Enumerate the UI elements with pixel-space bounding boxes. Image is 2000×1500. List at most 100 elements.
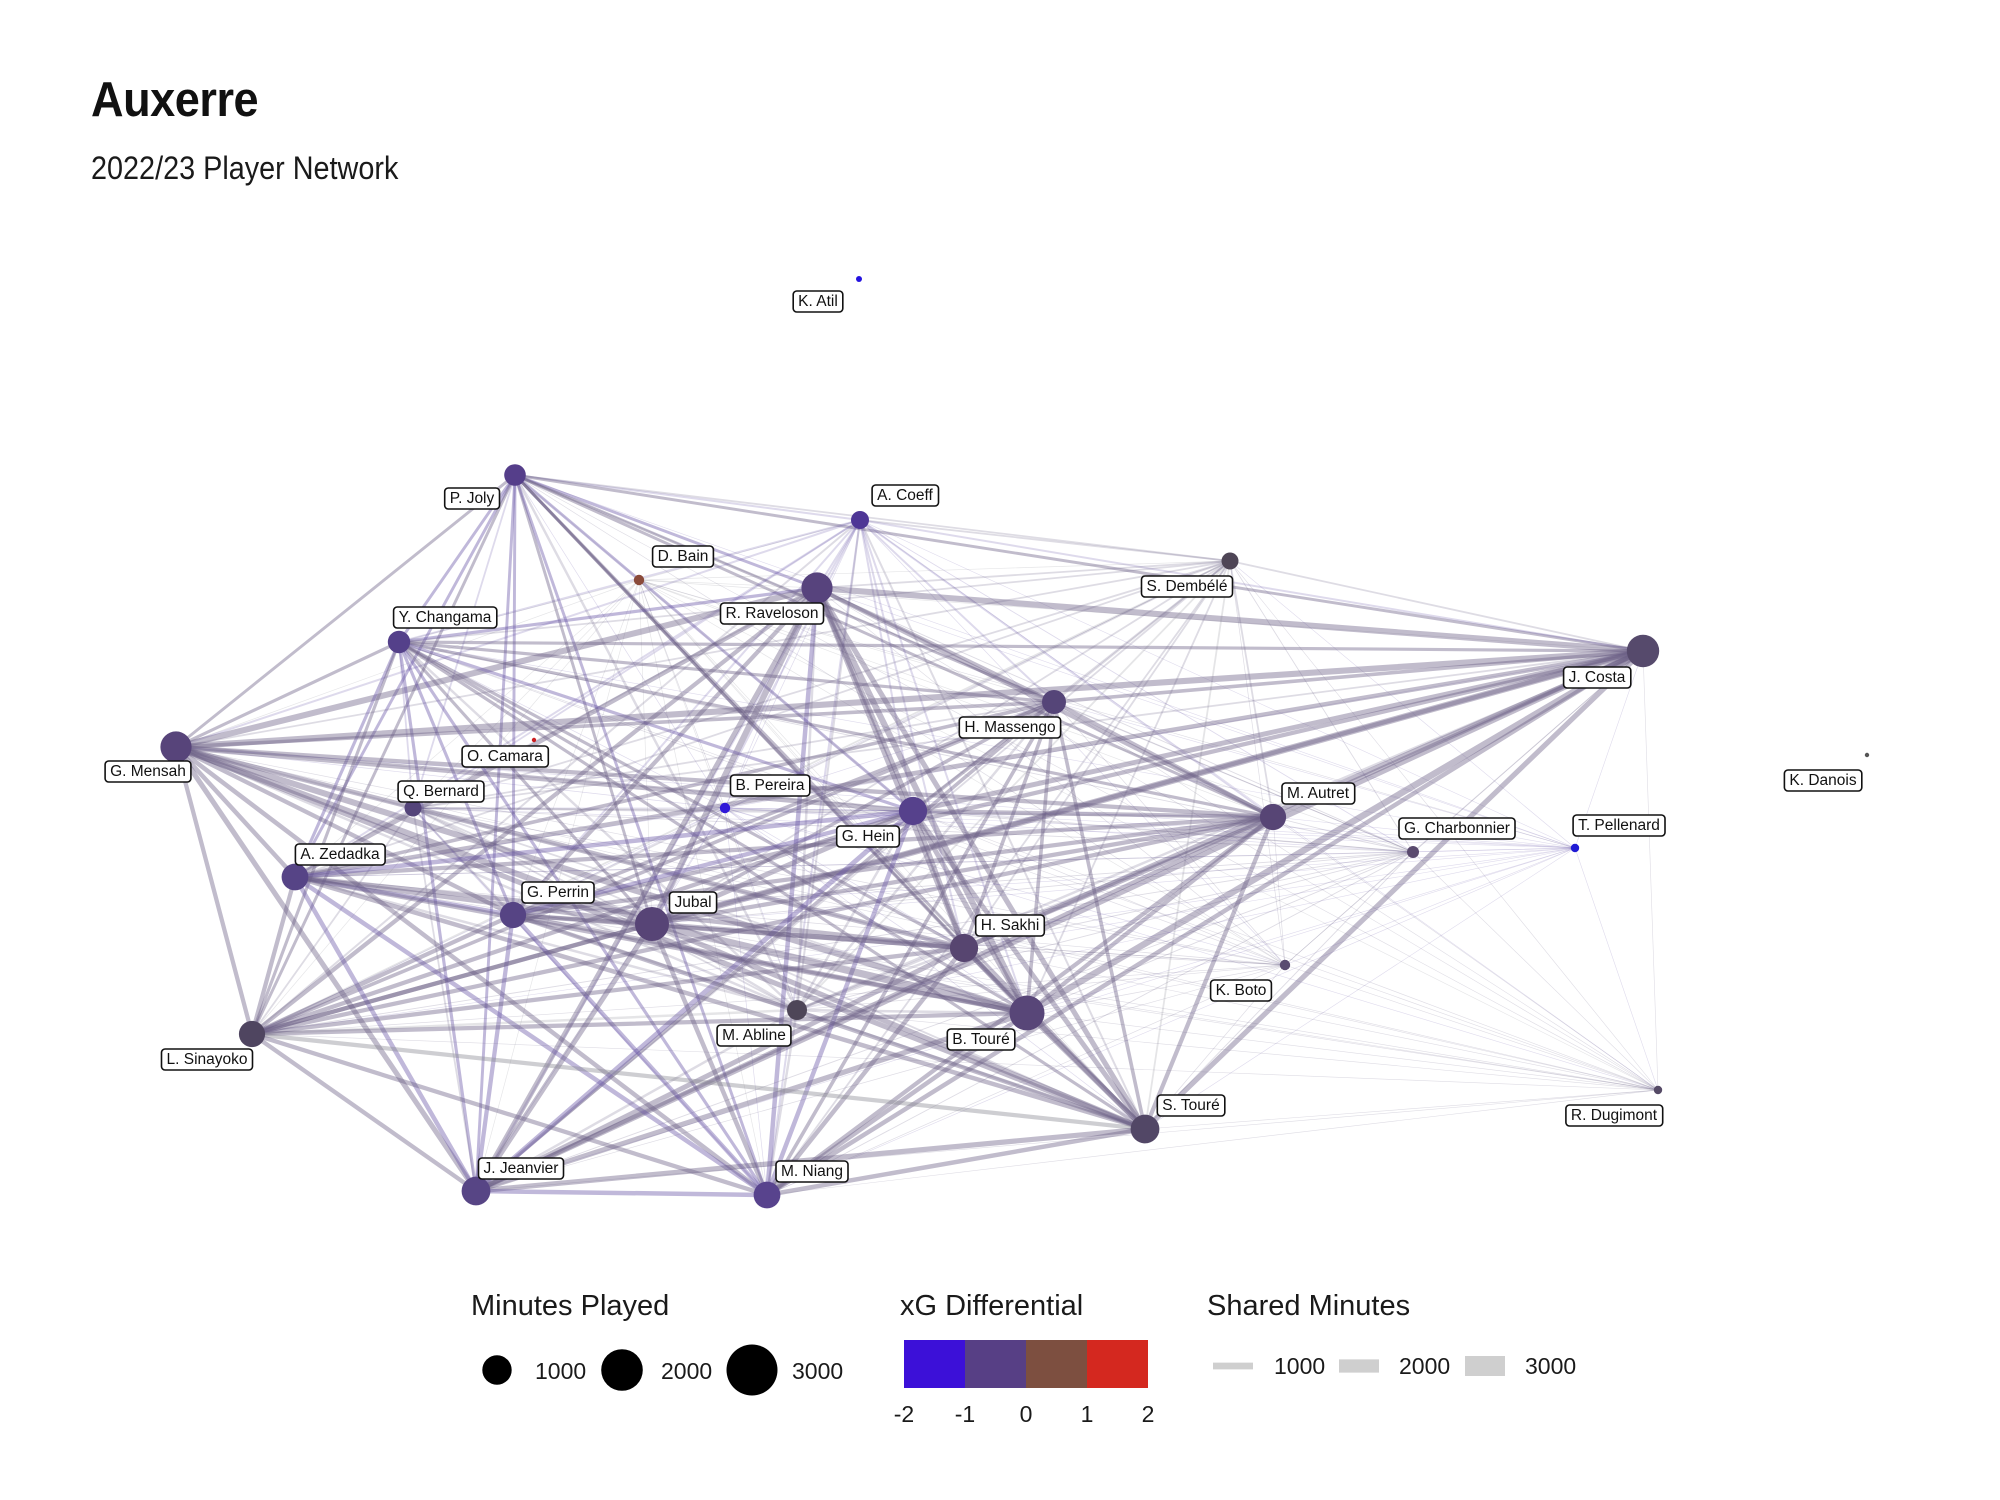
legend-minutes-dot-2000	[601, 1349, 643, 1391]
label-text-h-massengo: H. Massengo	[964, 719, 1055, 736]
edge-a-coeff-s-toure	[858, 518, 1147, 1131]
edge-m-autret-m-abline	[795, 815, 1275, 1012]
edge-g-hein-r-dugimont	[912, 810, 1659, 1091]
edge-a-coeff-a-zedadka	[293, 518, 862, 879]
edge-l-sinayoko-j-jeanvier	[249, 1031, 479, 1194]
edge-s-dembele-g-charbonnier	[1229, 560, 1414, 853]
node-y-changama	[387, 630, 411, 654]
edge-m-abline-s-toure	[795, 1008, 1147, 1131]
edge-h-sakhi-m-abline	[795, 946, 966, 1012]
edge-m-autret-jubal	[649, 814, 1276, 927]
edge-p-joly-l-sinayoko	[250, 473, 517, 1036]
edge-p-joly-b-toure	[513, 473, 1029, 1015]
edge-g-perrin-h-sakhi	[510, 912, 967, 951]
label-g-charbonnier: G. Charbonnier	[1398, 817, 1516, 840]
legend-xg-tick-2: 0	[1020, 1401, 1033, 1427]
edge-b-pereira-r-dugimont	[724, 807, 1659, 1091]
edge-j-jeanvier-m-niang	[473, 1188, 770, 1198]
edge-h-massengo-s-toure	[1052, 700, 1147, 1131]
edge-jubal-j-jeanvier	[473, 921, 655, 1194]
edge-g-hein-m-niang	[764, 808, 916, 1198]
edge-k-boto-m-abline	[796, 964, 1286, 1011]
edge-j-costa-b-pereira	[724, 650, 1644, 809]
edge-g-mensah-j-jeanvier	[173, 744, 479, 1194]
edge-j-costa-k-boto	[1284, 650, 1644, 966]
edge-r-raveloson-r-dugimont	[816, 587, 1659, 1091]
edge-g-mensah-g-charbonnier	[175, 746, 1414, 853]
edge-g-mensah-g-hein	[173, 744, 916, 814]
label-s-dembele: S. Dembélé	[1140, 575, 1234, 598]
edge-a-zedadka-h-sakhi	[292, 874, 967, 951]
node-k-danois	[1864, 752, 1870, 758]
edge-y-changama-h-massengo	[397, 640, 1056, 704]
edge-h-sakhi-k-boto	[963, 947, 1286, 966]
edge-g-hein-t-pellenard	[912, 810, 1576, 849]
label-text-k-danois: K. Danois	[1789, 772, 1856, 789]
edge-a-coeff-h-massengo	[858, 518, 1056, 704]
legend-xg-title: xG Differential	[900, 1290, 1083, 1322]
edge-t-pellenard-r-dugimont	[1574, 847, 1659, 1091]
edge-s-dembele-m-abline	[796, 560, 1231, 1011]
edge-jubal-h-sakhi	[649, 921, 967, 951]
edge-l-sinayoko-s-toure	[249, 1031, 1148, 1132]
edge-g-mensah-b-toure	[172, 743, 1031, 1017]
edge-t-pellenard-m-abline	[796, 847, 1576, 1011]
edge-p-joly-g-charbonnier	[514, 474, 1414, 853]
edge-q-bernard-r-dugimont	[412, 807, 1659, 1091]
label-d-bain: D. Bain	[651, 545, 715, 568]
edge-s-dembele-b-toure	[1026, 560, 1231, 1014]
edge-p-joly-h-sakhi	[513, 473, 966, 950]
edge-g-perrin-m-abline	[511, 913, 799, 1012]
chart-subtitle: 2022/23 Player Network	[91, 150, 399, 186]
edge-g-mensah-t-pellenard	[175, 746, 1576, 849]
edge-g-charbonnier-s-toure	[1144, 851, 1414, 1130]
edge-p-joly-t-pellenard	[514, 474, 1576, 849]
node-m-autret	[1259, 803, 1287, 831]
edge-j-costa-m-niang	[764, 648, 1646, 1198]
edge-h-massengo-k-boto	[1053, 701, 1286, 966]
node-d-bain	[633, 574, 645, 586]
label-r-raveloson: R. Raveloson	[719, 602, 825, 625]
label-y-changama: Y. Changama	[392, 606, 498, 629]
edge-j-costa-s-toure	[1142, 648, 1646, 1132]
label-text-y-changama: Y. Changama	[399, 609, 492, 626]
legend-shared-minutes: Shared Minutes 1000 2000 3000	[1207, 1290, 1576, 1379]
edge-d-bain-m-abline	[638, 579, 798, 1011]
label-text-b-pereira: B. Pereira	[736, 777, 805, 794]
edge-g-perrin-l-sinayoko	[249, 912, 516, 1037]
label-k-atil: K. Atil	[792, 290, 844, 313]
label-m-autret: M. Autret	[1281, 782, 1356, 805]
edge-b-toure-s-toure	[1024, 1010, 1148, 1132]
edge-q-bernard-m-abline	[412, 807, 798, 1011]
edge-g-hein-h-sakhi	[910, 808, 967, 951]
label-q-bernard: Q. Bernard	[397, 780, 485, 803]
legend-minutes-played: Minutes Played 1000 2000 3000	[471, 1290, 843, 1396]
node-b-toure	[1009, 995, 1045, 1031]
edge-h-massengo-l-sinayoko	[250, 700, 1056, 1036]
edge-r-raveloson-y-changama	[397, 586, 819, 644]
edge-r-raveloson-s-dembele	[816, 560, 1231, 589]
edge-h-massengo-g-charbonnier	[1053, 701, 1414, 853]
label-text-s-toure: S. Touré	[1162, 1097, 1219, 1114]
edge-y-changama-h-sakhi	[397, 640, 966, 950]
edge-y-changama-g-hein	[397, 640, 915, 813]
edge-b-toure-l-sinayoko	[249, 1010, 1030, 1037]
edge-y-changama-b-toure	[397, 640, 1029, 1015]
legend-minutes-title: Minutes Played	[471, 1290, 669, 1322]
edge-b-pereira-l-sinayoko	[251, 807, 726, 1035]
edge-l-sinayoko-m-niang	[249, 1031, 770, 1198]
edge-d-bain-g-perrin	[512, 579, 640, 916]
label-l-sinayoko: L. Sinayoko	[160, 1048, 254, 1071]
edge-b-pereira-h-sakhi	[724, 807, 965, 949]
edge-b-pereira-t-pellenard	[724, 807, 1576, 849]
edge-p-joly-h-massengo	[513, 473, 1056, 704]
edge-h-massengo-q-bernard	[412, 701, 1055, 809]
edge-g-mensah-m-niang	[173, 744, 770, 1198]
edge-j-costa-l-sinayoko	[249, 648, 1646, 1037]
label-g-perrin: G. Perrin	[521, 881, 595, 904]
edge-g-mensah-b-pereira	[175, 746, 726, 809]
label-text-m-niang: M. Niang	[781, 1163, 843, 1180]
edge-h-massengo-m-autret	[1052, 700, 1275, 819]
edge-s-toure-j-jeanvier	[473, 1126, 1148, 1194]
edge-d-bain-s-toure	[638, 579, 1146, 1130]
